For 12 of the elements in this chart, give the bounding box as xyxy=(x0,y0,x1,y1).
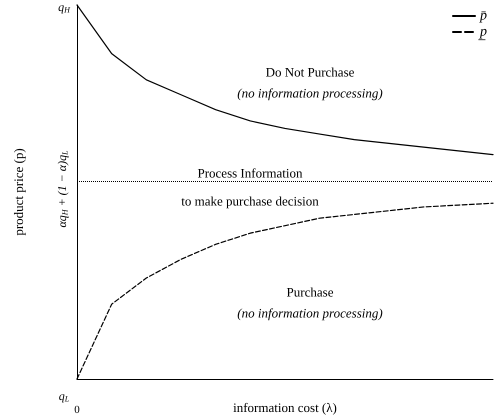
annotation: Do Not Purchase xyxy=(266,64,355,80)
y-axis-title: product price (p) xyxy=(11,148,26,236)
text: αqH + (1 − α)qL xyxy=(55,150,70,228)
text: 0 xyxy=(74,404,80,416)
annotation: (no information processing) xyxy=(237,86,383,100)
legend-label: p̄ xyxy=(479,8,487,24)
legend-label: p̲ xyxy=(478,24,487,40)
x-axis-title: information cost (λ) xyxy=(233,400,337,415)
annotation: Purchase xyxy=(286,284,334,300)
annotation: Process Information xyxy=(197,166,304,180)
annotation: to make purchase decision xyxy=(181,194,320,208)
annotation: (no information processing) xyxy=(237,306,383,320)
